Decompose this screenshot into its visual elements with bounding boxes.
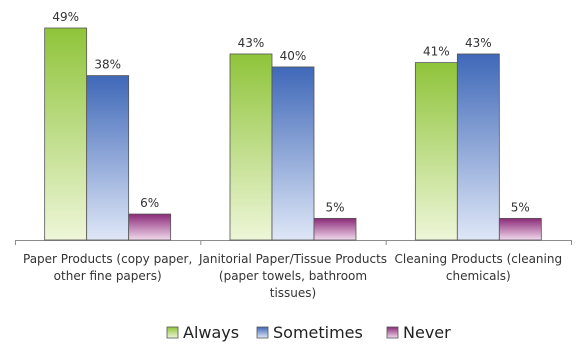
bar-always xyxy=(414,62,458,241)
bar-sometimes xyxy=(271,66,315,241)
data-label: 38% xyxy=(94,58,121,72)
bar-always xyxy=(229,53,273,241)
chart-legend: Always Sometimes Never xyxy=(166,323,451,342)
bar-always xyxy=(44,27,88,241)
data-label: 5% xyxy=(511,200,530,214)
bar-never xyxy=(128,213,172,241)
legend-label-sometimes: Sometimes xyxy=(273,323,363,342)
chart-data-labels: 49% 38% 6% 43% 40% 5% 41% 43% 5% xyxy=(52,10,530,214)
category-label: Paper Products (copy paper, other fine pa… xyxy=(23,252,192,283)
data-label: 5% xyxy=(325,200,344,214)
legend-swatch-always xyxy=(166,326,179,339)
bar-never xyxy=(498,217,542,241)
legend-label-never: Never xyxy=(403,323,451,342)
data-label: 40% xyxy=(280,49,307,63)
data-label: 49% xyxy=(52,10,79,24)
legend-swatch-never xyxy=(386,326,399,339)
bar-sometimes xyxy=(86,75,130,241)
chart-category-labels: Paper Products (copy paper, other fine pa… xyxy=(23,252,562,300)
data-label: 41% xyxy=(423,45,450,59)
data-label: 43% xyxy=(238,36,265,50)
category-label: Cleaning Products (cleaning chemicals) xyxy=(395,252,563,283)
category-label: Janitorial Paper/Tissue Products (paper t… xyxy=(198,252,387,300)
legend-label-always: Always xyxy=(183,323,239,342)
bar-never xyxy=(313,217,357,241)
chart-axes xyxy=(15,240,572,245)
legend-swatch-sometimes xyxy=(256,326,269,339)
data-label: 43% xyxy=(465,36,492,50)
chart-bars xyxy=(44,27,542,241)
data-label: 6% xyxy=(140,196,159,210)
bar-sometimes xyxy=(456,53,500,241)
